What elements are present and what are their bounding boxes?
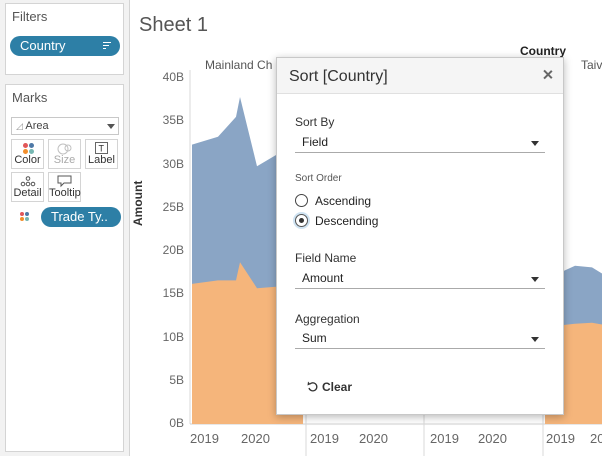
- chevron-down-icon: [531, 337, 539, 342]
- column-header-taiwan[interactable]: Taiv: [581, 58, 602, 72]
- size-icon: [57, 143, 72, 155]
- y-tick-label: 25B: [162, 199, 184, 214]
- country-column-title[interactable]: Country: [520, 44, 566, 58]
- y-tick-label: 20B: [162, 243, 184, 257]
- detail-dots-icon: [20, 176, 36, 187]
- x-tick-label: 2019: [430, 431, 459, 446]
- column-header-mainland[interactable]: Mainland Ch: [205, 58, 273, 72]
- dialog-header: Sort [Country]: [277, 58, 563, 94]
- field-name-dropdown[interactable]: Amount: [295, 267, 545, 289]
- chevron-down-icon: [531, 141, 539, 146]
- size-button[interactable]: Size: [48, 139, 81, 169]
- side-panels: Filters Country Marks ◿ Area Color Size: [0, 0, 130, 456]
- y-tick-label: 35B: [162, 113, 184, 128]
- color-button-label: Color: [14, 154, 41, 166]
- label-button[interactable]: T Label: [85, 139, 118, 169]
- sort-order-label: Sort Order: [295, 173, 342, 184]
- aggregation-dropdown[interactable]: Sum: [295, 327, 545, 349]
- filters-title: Filters: [12, 9, 48, 24]
- clear-label: Clear: [322, 380, 353, 394]
- radio-off-icon: [295, 194, 308, 207]
- tooltip-button-label: Tooltip: [49, 187, 81, 199]
- svg-text:T: T: [99, 144, 105, 154]
- trade-type-mark: Trade Ty..: [11, 206, 121, 228]
- dialog-title: Sort [Country]: [289, 68, 388, 85]
- x-tick-label: 2020: [241, 431, 270, 446]
- chevron-down-icon: [107, 124, 115, 129]
- x-tick-label: 2020: [359, 431, 388, 446]
- area-series-1[interactable]: [192, 262, 303, 424]
- sort-icon: [103, 42, 111, 49]
- detail-button[interactable]: Detail: [11, 172, 44, 202]
- sort-by-value: Field: [302, 135, 329, 149]
- marks-card: Marks ◿ Area Color Size T Label: [5, 84, 124, 452]
- mark-type-value: Area: [25, 120, 49, 132]
- x-tick-label: 2019: [546, 431, 575, 446]
- x-tick-label: 2020: [478, 431, 507, 446]
- y-tick-label: 10B: [162, 329, 184, 344]
- chevron-down-icon: [531, 277, 539, 282]
- label-button-label: Label: [88, 154, 115, 166]
- field-name-label: Field Name: [295, 251, 357, 265]
- text-label-icon: T: [95, 142, 108, 154]
- aggregation-label: Aggregation: [295, 312, 360, 326]
- tooltip-button[interactable]: Tooltip: [48, 172, 81, 202]
- close-icon[interactable]: [541, 68, 555, 82]
- sheet-title: Sheet 1: [139, 14, 208, 36]
- sort-by-dropdown[interactable]: Field: [295, 131, 545, 153]
- y-tick-label: 15B: [162, 286, 184, 301]
- radio-on-icon: [295, 214, 308, 227]
- sort-by-label: Sort By: [295, 115, 335, 129]
- y-tick-label: 30B: [162, 156, 184, 171]
- y-axis-label: Amount: [131, 180, 145, 226]
- filters-card: Filters Country: [5, 3, 124, 75]
- size-button-label: Size: [53, 154, 76, 166]
- y-tick-label: 40B: [162, 70, 184, 84]
- x-tick-label: 2019: [310, 431, 339, 446]
- color-dots-icon: [23, 143, 35, 155]
- x-tick-label: 2019: [190, 431, 219, 446]
- y-tick-label: 5B: [169, 372, 184, 387]
- marks-title: Marks: [12, 90, 48, 105]
- mark-type-select[interactable]: ◿ Area: [11, 117, 119, 135]
- detail-button-label: Detail: [13, 187, 42, 199]
- undo-icon: [307, 381, 318, 392]
- color-encoding-icon: [20, 212, 30, 222]
- ascending-label: Ascending: [315, 194, 372, 208]
- field-name-value: Amount: [302, 271, 344, 285]
- trade-type-pill-label: Trade Ty..: [51, 209, 108, 224]
- area-mark-icon: ◿: [16, 121, 23, 131]
- x-tick-label: 2020: [590, 431, 602, 446]
- speech-bubble-icon: [57, 175, 72, 188]
- descending-label: Descending: [315, 214, 379, 228]
- y-tick-label: 0B: [169, 416, 184, 430]
- trade-type-pill[interactable]: Trade Ty..: [41, 207, 121, 227]
- sort-dialog: Sort [Country] Sort By Field Sort Order …: [276, 57, 564, 415]
- aggregation-value: Sum: [302, 331, 327, 345]
- country-filter-pill-label: Country: [20, 38, 66, 53]
- color-button[interactable]: Color: [11, 139, 44, 169]
- country-filter-pill[interactable]: Country: [10, 36, 120, 56]
